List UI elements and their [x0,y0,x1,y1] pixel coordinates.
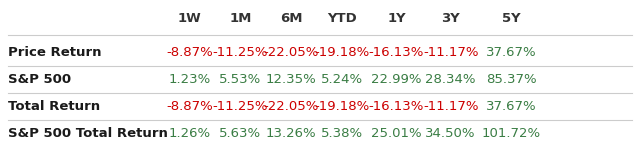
Text: 25.01%: 25.01% [371,127,422,140]
Text: 1M: 1M [229,12,252,25]
Text: -16.13%: -16.13% [369,46,424,59]
Text: -11.17%: -11.17% [423,46,478,59]
Text: 12.35%: 12.35% [266,73,317,86]
Text: S&P 500 Total Return: S&P 500 Total Return [8,127,168,140]
Text: 1.26%: 1.26% [168,127,211,140]
Text: 3Y: 3Y [441,12,460,25]
Text: 37.67%: 37.67% [486,46,536,59]
Text: -11.25%: -11.25% [212,46,268,59]
Text: -8.87%: -8.87% [166,100,212,113]
Text: 34.50%: 34.50% [426,127,476,140]
Text: 5.63%: 5.63% [220,127,261,140]
Text: 5.38%: 5.38% [321,127,364,140]
Text: 22.99%: 22.99% [371,73,422,86]
Text: 1.23%: 1.23% [168,73,211,86]
Text: 101.72%: 101.72% [482,127,541,140]
Text: 5.53%: 5.53% [220,73,262,86]
Text: -19.18%: -19.18% [315,100,370,113]
Text: Total Return: Total Return [8,100,100,113]
Text: 1Y: 1Y [387,12,406,25]
Text: -19.18%: -19.18% [315,46,370,59]
Text: -8.87%: -8.87% [166,46,212,59]
Text: YTD: YTD [328,12,357,25]
Text: -16.13%: -16.13% [369,100,424,113]
Text: 5.24%: 5.24% [321,73,364,86]
Text: Price Return: Price Return [8,46,101,59]
Text: -22.05%: -22.05% [264,46,319,59]
Text: 5Y: 5Y [502,12,520,25]
Text: 28.34%: 28.34% [426,73,476,86]
Text: 1W: 1W [177,12,201,25]
Text: -11.17%: -11.17% [423,100,478,113]
Text: 13.26%: 13.26% [266,127,317,140]
Text: S&P 500: S&P 500 [8,73,71,86]
Text: 85.37%: 85.37% [486,73,536,86]
Text: -22.05%: -22.05% [264,100,319,113]
Text: 37.67%: 37.67% [486,100,536,113]
Text: 6M: 6M [280,12,303,25]
Text: -11.25%: -11.25% [212,100,268,113]
